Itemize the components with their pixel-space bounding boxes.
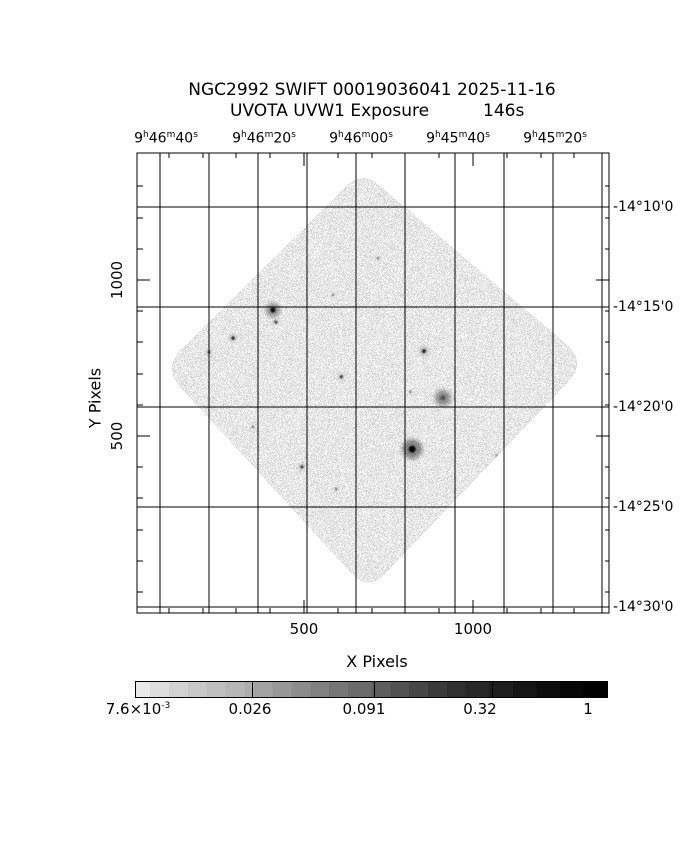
source-halo bbox=[294, 207, 300, 213]
dec-tick-label: -14°15'0 bbox=[613, 299, 674, 315]
ra-tick-label: 9h45m20s bbox=[523, 130, 587, 147]
source-marker bbox=[496, 455, 500, 459]
dec-tick-label: -14°20'0 bbox=[613, 399, 674, 415]
source-marker bbox=[376, 257, 380, 260]
ra-tick-label: 9h46m40s bbox=[134, 130, 198, 147]
source-marker bbox=[301, 530, 305, 534]
source-marker bbox=[388, 589, 390, 591]
source-halo bbox=[387, 588, 391, 592]
colorbar-divider bbox=[492, 682, 493, 697]
plot-frame bbox=[136, 152, 610, 614]
x-axis-title: X Pixels bbox=[346, 652, 408, 671]
source-marker bbox=[274, 320, 278, 324]
exposure-footprint bbox=[172, 178, 577, 592]
dec-tick-label: -14°10'0 bbox=[613, 199, 674, 215]
source-halo bbox=[495, 453, 502, 460]
source-marker bbox=[440, 395, 446, 401]
colorbar-tick-label: 0.026 bbox=[228, 700, 272, 718]
source-marker bbox=[231, 336, 235, 340]
colorbar bbox=[135, 681, 608, 698]
source-halo bbox=[478, 258, 483, 263]
ra-tick-label: 9h46m00s bbox=[329, 130, 393, 147]
instrument-filter-label: UVOTA UVW1 Exposure bbox=[230, 101, 430, 121]
axes-frame bbox=[136, 152, 610, 614]
dec-tick-label: -14°25'0 bbox=[613, 499, 674, 515]
source-marker bbox=[334, 487, 338, 491]
dec-tick-label: -14°30'0 bbox=[613, 599, 674, 615]
source-marker bbox=[251, 425, 255, 429]
source-marker bbox=[409, 390, 412, 394]
coordinate-grid bbox=[137, 153, 609, 613]
source-marker bbox=[270, 307, 276, 313]
exposure-time-label: 146s bbox=[483, 101, 525, 121]
source-marker bbox=[408, 445, 416, 453]
ra-tick-label: 9h45m40s bbox=[426, 130, 490, 147]
source-marker bbox=[479, 259, 482, 262]
source-halo bbox=[299, 529, 306, 536]
source-marker bbox=[300, 465, 304, 469]
detected-sources bbox=[206, 207, 502, 592]
y-tick-label: 1000 bbox=[108, 260, 126, 300]
plot-title: NGC2992 SWIFT 00019036041 2025-11-16 bbox=[188, 80, 556, 100]
footprint-edge bbox=[172, 178, 577, 583]
colorbar-tick-label: 0.32 bbox=[463, 700, 497, 718]
y-tick-label: 500 bbox=[108, 421, 126, 451]
colorbar-tick-label: 1 bbox=[583, 700, 593, 718]
source-marker bbox=[422, 349, 426, 353]
ra-tick-label: 9h46m20s bbox=[232, 130, 296, 147]
source-halo bbox=[401, 565, 407, 571]
colorbar-tick-label: 0.091 bbox=[342, 700, 386, 718]
x-tick-label: 1000 bbox=[453, 620, 493, 638]
exposure-noise bbox=[172, 178, 577, 583]
colorbar-divider bbox=[252, 682, 253, 697]
source-marker bbox=[331, 293, 335, 297]
colorbar-tick-label: 7.6×10-3 bbox=[105, 700, 171, 718]
source-marker bbox=[339, 375, 343, 379]
colorbar-divider bbox=[374, 682, 375, 697]
source-marker bbox=[295, 208, 299, 212]
y-axis-title: Y Pixels bbox=[85, 367, 105, 429]
x-tick-label: 500 bbox=[289, 620, 319, 638]
